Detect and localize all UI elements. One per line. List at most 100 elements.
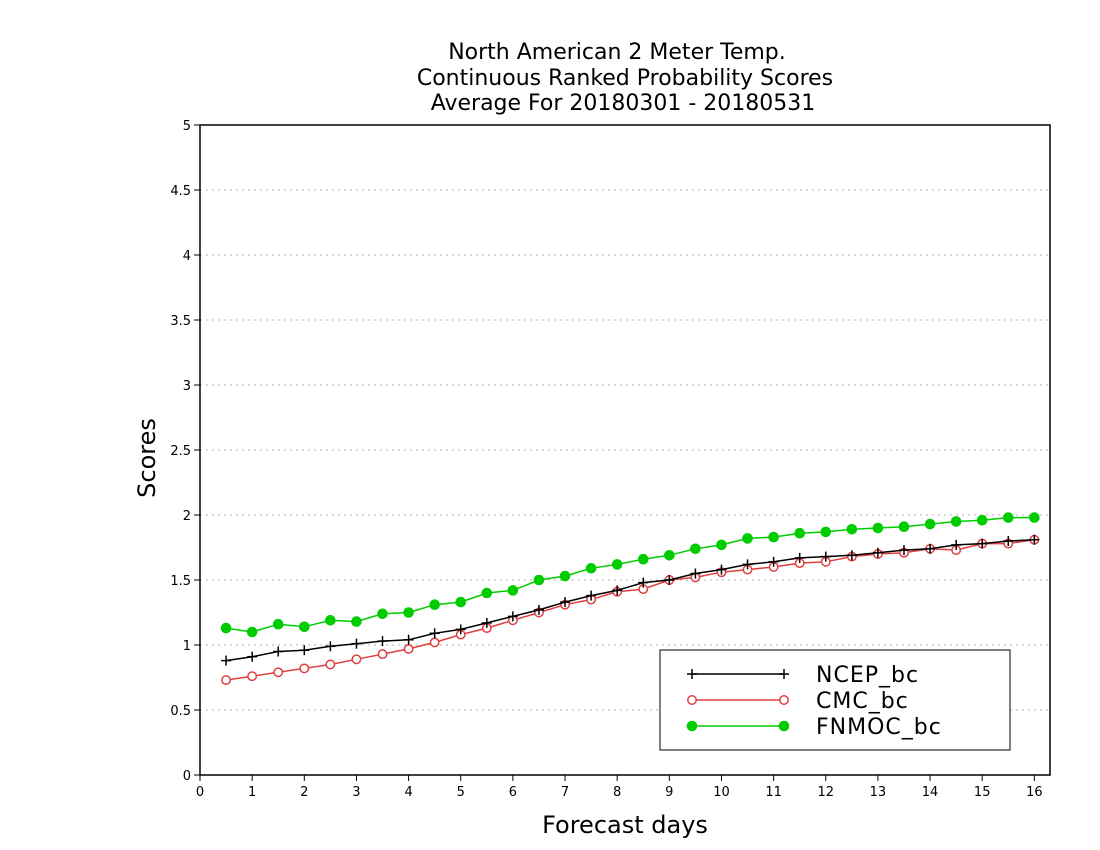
data-point <box>221 675 232 686</box>
data-point <box>612 585 623 596</box>
data-point <box>403 607 414 618</box>
data-point <box>403 643 414 654</box>
data-point <box>377 608 388 620</box>
data-point <box>455 596 467 608</box>
data-point <box>247 671 258 682</box>
data-point <box>976 514 988 526</box>
data-point <box>664 550 675 561</box>
x-tick-label: 7 <box>561 785 569 800</box>
data-point <box>638 577 649 588</box>
data-point <box>925 543 936 554</box>
data-point <box>924 518 936 530</box>
y-tick-label: 2.5 <box>170 444 191 459</box>
data-point <box>220 622 232 634</box>
x-tick-label: 9 <box>665 785 673 800</box>
data-point <box>351 638 362 649</box>
x-tick-label: 16 <box>1026 785 1043 800</box>
data-point <box>272 618 284 630</box>
x-tick-label: 4 <box>404 785 412 800</box>
data-point <box>820 526 832 538</box>
data-point <box>299 663 310 674</box>
y-axis-label: Scores <box>133 418 161 498</box>
title-line-2: Continuous Ranked Probability Scores <box>417 66 833 91</box>
legend-marker <box>779 695 789 705</box>
data-point <box>794 527 805 539</box>
y-tick-label: 3 <box>183 379 191 394</box>
data-point <box>846 550 857 561</box>
axes: 00.511.522.533.544.550 1 2 3 4 5 6 7 8 9 10 11 12 13 1… <box>170 119 1051 800</box>
data-point <box>1029 512 1040 523</box>
y-tick-label: 4 <box>183 249 191 264</box>
series-line <box>225 516 1035 633</box>
legend-marker <box>778 720 790 732</box>
grid <box>200 189 1050 711</box>
data-point <box>872 547 883 558</box>
y-tick-label: 0.5 <box>170 704 191 719</box>
legend-marker <box>687 669 697 679</box>
legend-marker <box>687 695 697 705</box>
data-point <box>716 539 727 551</box>
data-point <box>716 564 727 575</box>
x-tick-label: 2 <box>300 785 308 800</box>
data-point <box>455 624 466 635</box>
data-point <box>507 585 519 596</box>
data-point <box>690 568 701 579</box>
y-tick-label: 0 <box>183 769 191 784</box>
data-point <box>429 599 440 611</box>
x-tick-label: 8 <box>613 785 621 800</box>
x-tick-label: 11 <box>765 785 782 800</box>
data-point <box>481 587 493 599</box>
data-point <box>533 604 544 615</box>
data-point <box>898 521 910 533</box>
data-point <box>585 563 597 574</box>
series-line <box>225 538 1035 662</box>
x-tick-label: 14 <box>922 785 939 800</box>
x-axis-label: Forecast days <box>542 811 708 839</box>
data-point <box>742 533 753 544</box>
data-point <box>325 615 336 626</box>
data-point <box>351 654 362 665</box>
data-point <box>1003 536 1014 546</box>
y-tick-label: 2 <box>183 509 191 524</box>
data-point <box>481 617 492 628</box>
legend-marker <box>779 669 789 679</box>
data-point <box>977 538 988 549</box>
data-point <box>637 553 649 565</box>
data-point <box>1029 534 1040 545</box>
data-point <box>742 559 753 570</box>
data-point <box>507 611 518 622</box>
data-point <box>403 634 414 645</box>
legend-label: CMC_bc <box>816 689 909 714</box>
legend-entry: FNMOC_bc <box>686 715 941 740</box>
data-point <box>377 649 388 660</box>
data-point <box>325 659 336 670</box>
data-point <box>768 531 779 543</box>
legend-label: NCEP_bc <box>816 663 919 688</box>
data-point <box>298 621 310 633</box>
x-tick-label: 5 <box>457 785 465 800</box>
x-tick-label: 1 <box>248 785 256 800</box>
data-point <box>846 524 858 535</box>
data-point <box>950 516 962 527</box>
y-tick-label: 5 <box>183 119 191 134</box>
data-point <box>611 559 623 570</box>
data-point <box>690 543 701 555</box>
data-point <box>325 641 336 652</box>
data-point <box>247 651 258 662</box>
legend-entry: NCEP_bc <box>687 663 919 688</box>
legend-entry: CMC_bc <box>687 689 909 714</box>
y-tick-label: 1 <box>183 639 191 654</box>
x-tick-label: 10 <box>713 785 730 800</box>
data-point <box>246 626 258 638</box>
data-point <box>377 636 388 647</box>
x-tick-label: 12 <box>817 785 834 800</box>
title-line-1: North American 2 Meter Temp. <box>448 40 786 65</box>
x-tick-label: 15 <box>974 785 991 800</box>
data-point <box>533 574 545 586</box>
x-tick-label: 13 <box>870 785 887 800</box>
x-tick-label: 3 <box>352 785 360 800</box>
legend-marker <box>686 720 698 732</box>
data-point <box>768 556 779 567</box>
